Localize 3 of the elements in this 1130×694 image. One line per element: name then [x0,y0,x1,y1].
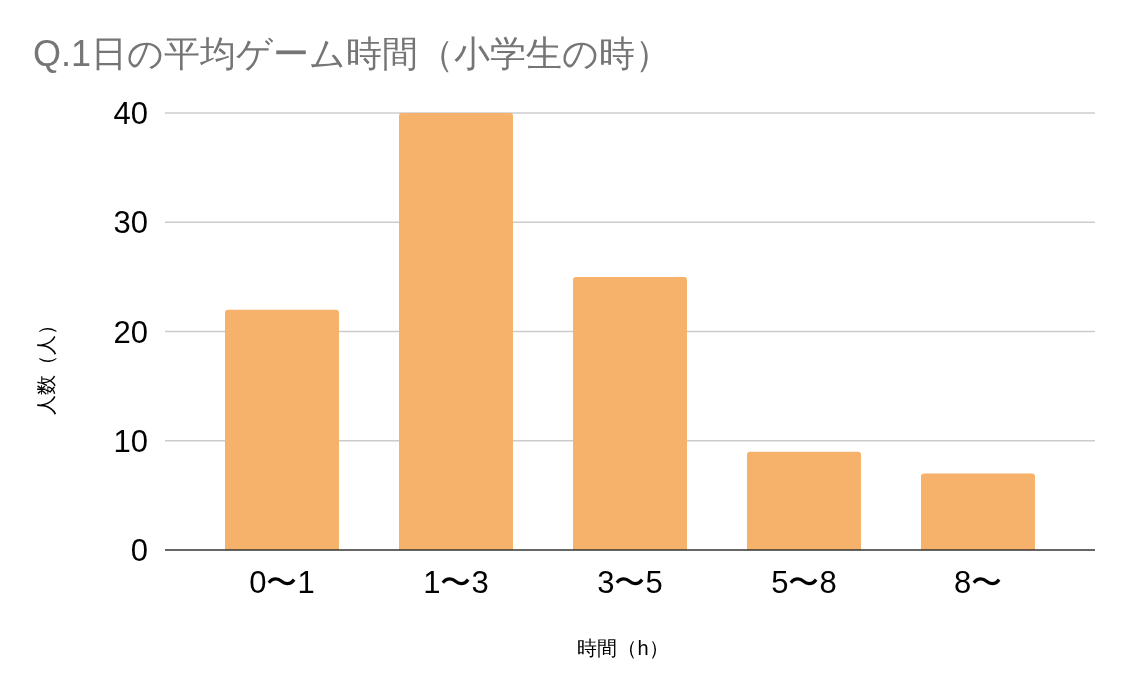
title: Q.1日の平均ゲーム時間（小学生の時） [33,33,672,74]
xlabel: 時間（h） [577,637,669,659]
ylabel: 人数（人） [35,315,57,415]
